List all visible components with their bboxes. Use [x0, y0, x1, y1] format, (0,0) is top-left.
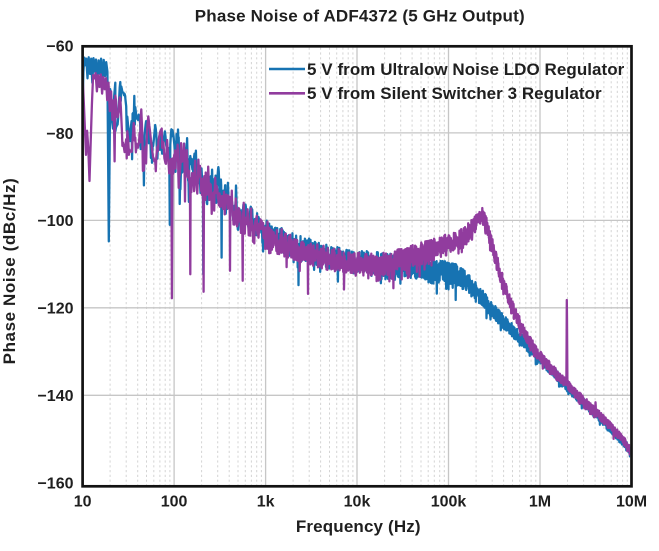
svg-text:5 V from Silent Switcher 3 Reg: 5 V from Silent Switcher 3 Regulator: [307, 84, 602, 103]
svg-text:−120: −120: [37, 301, 73, 318]
svg-text:−140: −140: [37, 388, 73, 405]
svg-text:1M: 1M: [529, 494, 551, 511]
svg-text:Phase Noise of ADF4372 (5 GHz: Phase Noise of ADF4372 (5 GHz Output): [195, 7, 525, 26]
svg-text:1k: 1k: [257, 494, 275, 511]
svg-text:100: 100: [161, 494, 188, 511]
svg-text:5 V from Ultralow Noise LDO Re: 5 V from Ultralow Noise LDO Regulator: [307, 60, 625, 79]
svg-text:−80: −80: [46, 126, 73, 143]
svg-text:−60: −60: [46, 38, 73, 55]
svg-text:−100: −100: [37, 213, 73, 230]
svg-text:Phase Noise (dBc/Hz): Phase Noise (dBc/Hz): [0, 178, 19, 365]
svg-text:10: 10: [74, 494, 92, 511]
svg-text:10M: 10M: [616, 494, 647, 511]
svg-text:10k: 10k: [344, 494, 371, 511]
svg-text:Frequency (Hz): Frequency (Hz): [296, 517, 421, 536]
svg-text:100k: 100k: [431, 494, 467, 511]
svg-text:−160: −160: [37, 476, 73, 493]
